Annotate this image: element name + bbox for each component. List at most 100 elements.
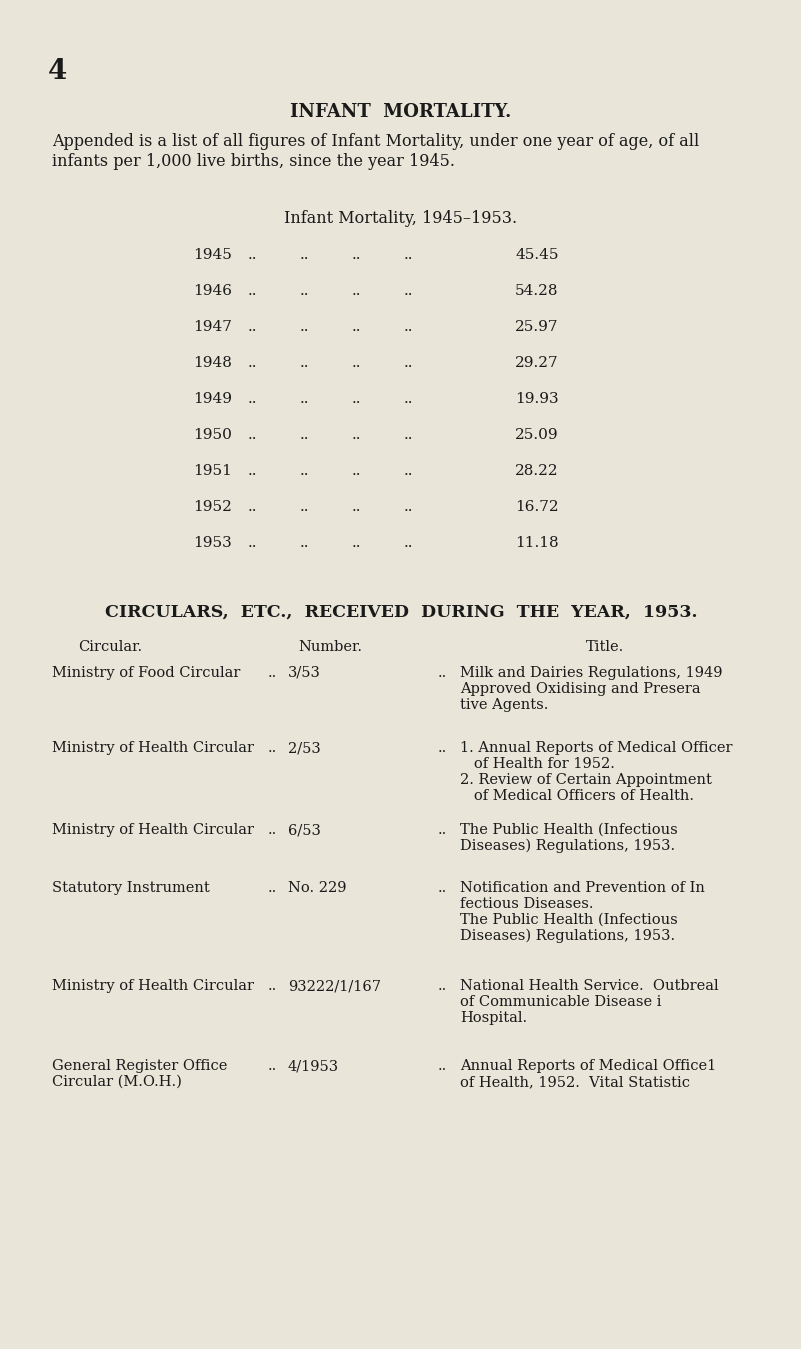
Text: 1949: 1949 [193, 393, 232, 406]
Text: ..: .. [248, 285, 257, 298]
Text: ..: .. [352, 536, 361, 550]
Text: of Medical Officers of Health.: of Medical Officers of Health. [460, 789, 694, 803]
Text: 2. Review of Certain Appointment: 2. Review of Certain Appointment [460, 773, 712, 786]
Text: Circular.: Circular. [78, 639, 142, 654]
Text: 1953: 1953 [193, 536, 231, 550]
Text: 1946: 1946 [193, 285, 232, 298]
Text: ..: .. [438, 741, 447, 755]
Text: ..: .. [300, 500, 309, 514]
Text: 93222/1/167: 93222/1/167 [288, 979, 381, 993]
Text: ..: .. [300, 320, 309, 335]
Text: 19.93: 19.93 [515, 393, 558, 406]
Text: 1948: 1948 [193, 356, 231, 370]
Text: ..: .. [438, 1059, 447, 1072]
Text: ..: .. [300, 464, 309, 478]
Text: 4/1953: 4/1953 [288, 1059, 339, 1072]
Text: ..: .. [404, 320, 413, 335]
Text: 11.18: 11.18 [515, 536, 558, 550]
Text: ..: .. [352, 428, 361, 442]
Text: of Health for 1952.: of Health for 1952. [460, 757, 615, 772]
Text: ..: .. [248, 393, 257, 406]
Text: ..: .. [438, 881, 447, 894]
Text: INFANT  MORTALITY.: INFANT MORTALITY. [290, 103, 512, 121]
Text: Ministry of Health Circular: Ministry of Health Circular [52, 979, 254, 993]
Text: Circular (M.O.H.): Circular (M.O.H.) [52, 1075, 182, 1089]
Text: 28.22: 28.22 [515, 464, 558, 478]
Text: 2/53: 2/53 [288, 741, 320, 755]
Text: 25.09: 25.09 [515, 428, 558, 442]
Text: of Communicable Disease i: of Communicable Disease i [460, 996, 662, 1009]
Text: ..: .. [268, 1059, 277, 1072]
Text: ..: .. [352, 356, 361, 370]
Text: Ministry of Health Circular: Ministry of Health Circular [52, 741, 254, 755]
Text: Diseases) Regulations, 1953.: Diseases) Regulations, 1953. [460, 929, 675, 943]
Text: CIRCULARS,  ETC.,  RECEIVED  DURING  THE  YEAR,  1953.: CIRCULARS, ETC., RECEIVED DURING THE YEA… [105, 604, 697, 621]
Text: ..: .. [300, 428, 309, 442]
Text: ..: .. [300, 356, 309, 370]
Text: Ministry of Health Circular: Ministry of Health Circular [52, 823, 254, 836]
Text: ..: .. [404, 285, 413, 298]
Text: 1951: 1951 [193, 464, 231, 478]
Text: ..: .. [268, 979, 277, 993]
Text: ..: .. [438, 979, 447, 993]
Text: ..: .. [300, 285, 309, 298]
Text: ..: .. [404, 248, 413, 262]
Text: Title.: Title. [586, 639, 624, 654]
Text: ..: .. [268, 666, 277, 680]
Text: ..: .. [352, 248, 361, 262]
Text: ..: .. [352, 393, 361, 406]
Text: ..: .. [248, 356, 257, 370]
Text: ..: .. [300, 536, 309, 550]
Text: ..: .. [404, 536, 413, 550]
Text: 3/53: 3/53 [288, 666, 321, 680]
Text: 1952: 1952 [193, 500, 231, 514]
Text: Statutory Instrument: Statutory Instrument [52, 881, 210, 894]
Text: ..: .. [404, 500, 413, 514]
Text: Annual Reports of Medical Office1: Annual Reports of Medical Office1 [460, 1059, 716, 1072]
Text: ..: .. [248, 536, 257, 550]
Text: ..: .. [404, 393, 413, 406]
Text: The Public Health (Infectious: The Public Health (Infectious [460, 913, 678, 927]
Text: ..: .. [300, 248, 309, 262]
Text: Appended is a list of all figures of Infant Mortality, under one year of age, of: Appended is a list of all figures of Inf… [52, 134, 699, 150]
Text: ..: .. [438, 823, 447, 836]
Text: Ministry of Food Circular: Ministry of Food Circular [52, 666, 240, 680]
Text: 6/53: 6/53 [288, 823, 321, 836]
Text: ..: .. [248, 428, 257, 442]
Text: Hospital.: Hospital. [460, 1010, 527, 1025]
Text: infants per 1,000 live births, since the year 1945.: infants per 1,000 live births, since the… [52, 152, 455, 170]
Text: 54.28: 54.28 [515, 285, 558, 298]
Text: ..: .. [248, 248, 257, 262]
Text: 1. Annual Reports of Medical Officer: 1. Annual Reports of Medical Officer [460, 741, 732, 755]
Text: 1947: 1947 [193, 320, 231, 335]
Text: 16.72: 16.72 [515, 500, 558, 514]
Text: Notification and Prevention of In: Notification and Prevention of In [460, 881, 705, 894]
Text: ..: .. [352, 320, 361, 335]
Text: ..: .. [404, 428, 413, 442]
Text: ..: .. [352, 285, 361, 298]
Text: General Register Office: General Register Office [52, 1059, 227, 1072]
Text: ..: .. [248, 500, 257, 514]
Text: 45.45: 45.45 [515, 248, 558, 262]
Text: 4: 4 [48, 58, 67, 85]
Text: Milk and Dairies Regulations, 1949: Milk and Dairies Regulations, 1949 [460, 666, 723, 680]
Text: ..: .. [404, 356, 413, 370]
Text: ..: .. [248, 464, 257, 478]
Text: ..: .. [438, 666, 447, 680]
Text: ..: .. [268, 741, 277, 755]
Text: ..: .. [404, 464, 413, 478]
Text: fectious Diseases.: fectious Diseases. [460, 897, 594, 911]
Text: ..: .. [300, 393, 309, 406]
Text: ..: .. [352, 464, 361, 478]
Text: 1945: 1945 [193, 248, 231, 262]
Text: tive Agents.: tive Agents. [460, 697, 549, 712]
Text: ..: .. [248, 320, 257, 335]
Text: No. 229: No. 229 [288, 881, 347, 894]
Text: 29.27: 29.27 [515, 356, 558, 370]
Text: Diseases) Regulations, 1953.: Diseases) Regulations, 1953. [460, 839, 675, 854]
Text: ..: .. [268, 823, 277, 836]
Text: ..: .. [352, 500, 361, 514]
Text: The Public Health (Infectious: The Public Health (Infectious [460, 823, 678, 836]
Text: National Health Service.  Outbreal: National Health Service. Outbreal [460, 979, 718, 993]
Text: ..: .. [268, 881, 277, 894]
